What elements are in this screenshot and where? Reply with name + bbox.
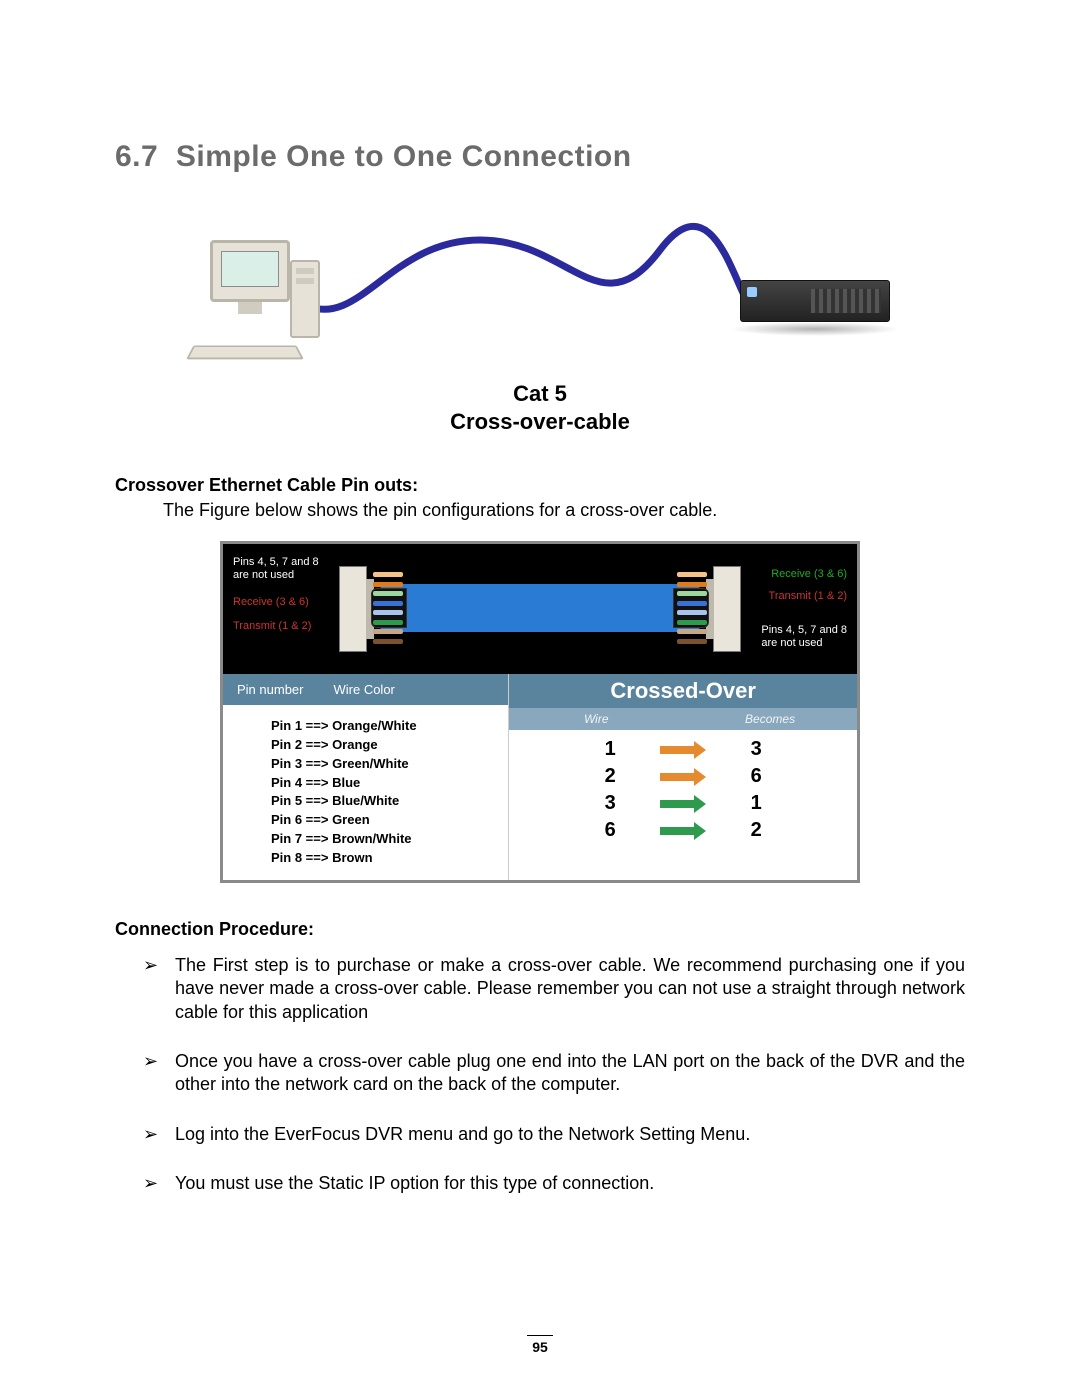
crossed-to: 1	[736, 792, 776, 815]
pinout-cable-diagram: Pins 4, 5, 7 and 8 are not used Receive …	[223, 544, 857, 674]
procedure-heading: Connection Procedure:	[115, 919, 965, 940]
crossed-row: 62	[509, 817, 857, 844]
crossed-sub-becomes: Becomes	[683, 708, 857, 730]
page-number: 95	[527, 1335, 553, 1355]
crossed-from: 6	[590, 819, 630, 842]
wire-icon	[677, 572, 707, 577]
crossover-intro: The Figure below shows the pin configura…	[163, 500, 965, 521]
procedure-item: Log into the EverFocus DVR menu and go t…	[143, 1123, 965, 1146]
pin-row: Pin 4 ==> Blue	[271, 774, 502, 793]
crossed-from: 1	[590, 738, 630, 761]
wire-icon	[373, 572, 403, 577]
crossed-from: 2	[590, 765, 630, 788]
wire-icon	[677, 582, 707, 587]
label-unused-left: Pins 4, 5, 7 and 8 are not used	[233, 556, 319, 582]
wire-icon	[677, 639, 707, 644]
wire-icon	[677, 610, 707, 615]
crossed-row: 26	[509, 763, 857, 790]
procedure-item: You must use the Static IP option for th…	[143, 1172, 965, 1195]
wire-icon	[677, 620, 707, 625]
wire-strip-left	[369, 570, 403, 646]
crossed-from: 3	[590, 792, 630, 815]
wire-icon	[677, 601, 707, 606]
rj45-plug-right-icon	[713, 566, 741, 652]
crossover-heading: Crossover Ethernet Cable Pin outs:	[115, 475, 965, 496]
wire-icon	[373, 610, 403, 615]
arrow-icon	[660, 743, 706, 757]
wire-icon	[373, 601, 403, 606]
wire-icon	[373, 639, 403, 644]
procedure-list: The First step is to purchase or make a …	[143, 954, 965, 1196]
pin-row: Pin 8 ==> Brown	[271, 849, 502, 868]
crossed-to: 3	[736, 738, 776, 761]
label-unused-right: Pins 4, 5, 7 and 8 are not used	[761, 624, 847, 650]
wire-icon	[677, 629, 707, 634]
connection-diagram	[180, 210, 900, 370]
label-receive-left: Receive (3 & 6)	[233, 596, 309, 609]
pin-row: Pin 3 ==> Green/White	[271, 755, 502, 774]
crossed-to: 6	[736, 765, 776, 788]
crossed-over-title: Crossed-Over	[509, 674, 857, 708]
section-heading: 6.7 Simple One to One Connection	[115, 140, 965, 174]
label-transmit-right: Transmit (1 & 2)	[769, 590, 847, 603]
cable-body-icon	[377, 584, 703, 632]
cable-caption: Cat 5 Cross-over-cable	[115, 380, 965, 435]
arrow-icon	[660, 770, 706, 784]
crossed-to: 2	[736, 819, 776, 842]
arrow-icon	[660, 824, 706, 838]
wire-strip-right	[677, 570, 711, 646]
rj45-plug-left-icon	[339, 566, 367, 652]
procedure-item: Once you have a cross-over cable plug on…	[143, 1050, 965, 1097]
dvr-icon	[740, 280, 890, 322]
crossed-over-table: Crossed-Over Wire Becomes 13263162	[508, 674, 857, 880]
wire-icon	[677, 591, 707, 596]
section-title-text: Simple One to One Connection	[176, 140, 632, 173]
pin-row: Pin 6 ==> Green	[271, 811, 502, 830]
label-transmit-left: Transmit (1 & 2)	[233, 620, 311, 633]
wire-icon	[373, 591, 403, 596]
arrow-icon	[660, 797, 706, 811]
pin-col-color: Wire Color	[333, 682, 394, 697]
computer-icon	[190, 240, 330, 360]
pinout-figure: Pins 4, 5, 7 and 8 are not used Receive …	[220, 541, 860, 883]
section-number: 6.7	[115, 140, 158, 173]
pin-row: Pin 7 ==> Brown/White	[271, 830, 502, 849]
pin-row: Pin 5 ==> Blue/White	[271, 792, 502, 811]
cable-caption-line2: Cross-over-cable	[115, 408, 965, 436]
pin-color-table: Pin number Wire Color Pin 1 ==> Orange/W…	[223, 674, 508, 880]
crossed-row: 13	[509, 736, 857, 763]
crossed-sub-wire: Wire	[509, 708, 683, 730]
procedure-item: The First step is to purchase or make a …	[143, 954, 965, 1024]
pin-row: Pin 2 ==> Orange	[271, 736, 502, 755]
cable-caption-line1: Cat 5	[115, 380, 965, 408]
pin-col-number: Pin number	[237, 682, 303, 697]
wire-icon	[373, 629, 403, 634]
crossed-row: 31	[509, 790, 857, 817]
label-receive-right: Receive (3 & 6)	[771, 568, 847, 581]
wire-icon	[373, 620, 403, 625]
pin-row: Pin 1 ==> Orange/White	[271, 717, 502, 736]
wire-icon	[373, 582, 403, 587]
